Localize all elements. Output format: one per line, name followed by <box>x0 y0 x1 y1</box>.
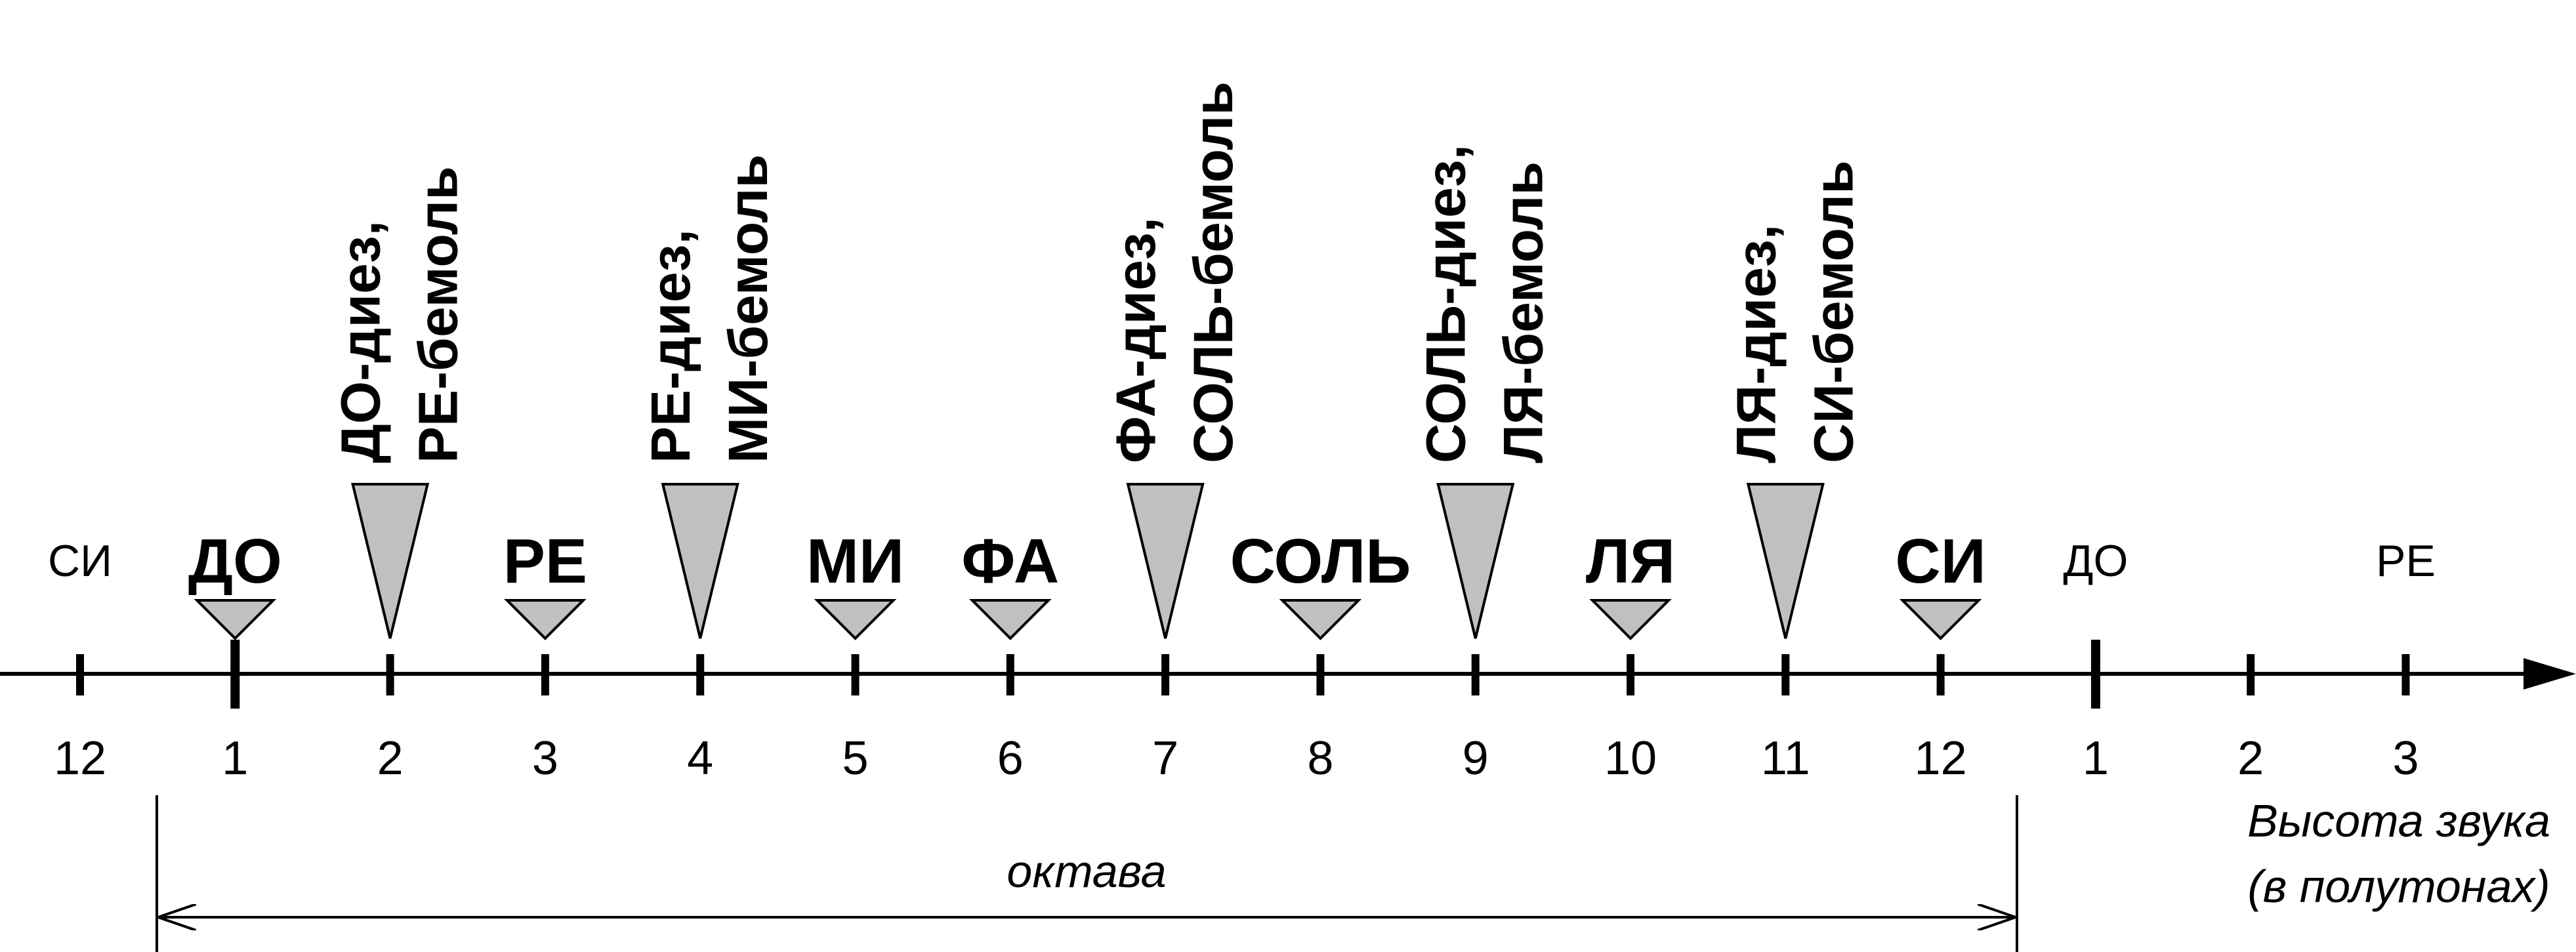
tick-label: 3 <box>2392 732 2419 785</box>
natural-note-label: РЕ <box>503 526 587 596</box>
accidental-label-line1: ЛЯ-диез, <box>1725 224 1787 463</box>
ticks-layer <box>76 640 2410 709</box>
tick-label: 1 <box>222 732 248 785</box>
natural-note-label: СОЛЬ <box>1230 526 1411 596</box>
tick-label: 10 <box>1604 732 1657 785</box>
tick-label: 3 <box>532 732 558 785</box>
natural-note-label: СИ <box>1895 526 1985 596</box>
tick-label: 11 <box>1761 732 1810 785</box>
natural-note-marker <box>1279 599 1362 640</box>
axis-label-line1: Высота звука <box>2247 795 2550 846</box>
natural-note-marker <box>194 599 277 640</box>
accidental-label-line2: ЛЯ-бемоль <box>1493 161 1554 463</box>
accidental-label-line1: ДО-диез, <box>330 220 392 463</box>
octave-label: октава <box>1007 846 1166 897</box>
accidental-note-marker <box>351 483 430 639</box>
accidental-label-line2: МИ-бемоль <box>717 154 779 463</box>
natural-note-marker <box>1589 599 1672 640</box>
markers-layer <box>194 483 1982 640</box>
tick-label: 12 <box>54 732 106 785</box>
natural-note-label: ДО <box>188 526 282 596</box>
labels-layer: 12 1 2 3 4 5 6 7 8 9 10 11 12 1 2 3ДО РЕ МИ ФА СОЛЬ ЛЯ СИДО-д… <box>48 81 2436 785</box>
tick-label: 8 <box>1307 732 1333 785</box>
natural-note-label: ЛЯ <box>1586 526 1675 596</box>
natural-note-label: ФА <box>961 526 1059 596</box>
accidental-label-line2: СОЛЬ-бемоль <box>1182 81 1244 463</box>
axis-label-line2: (в полутонах) <box>2247 861 2550 912</box>
natural-note-marker <box>1899 599 1982 640</box>
tick-label: 4 <box>687 732 713 785</box>
accidental-note-marker <box>661 483 739 639</box>
accidental-label-line2: СИ-бемоль <box>1802 160 1864 463</box>
natural-note-marker <box>814 599 897 640</box>
tick-label: 12 <box>1915 732 1967 785</box>
tick-label: 5 <box>842 732 868 785</box>
outside-note-label: ДО <box>2063 536 2128 586</box>
outside-note-label: СИ <box>48 536 112 586</box>
accidental-note-marker <box>1746 483 1825 639</box>
tick-label: 2 <box>2237 732 2264 785</box>
natural-note-marker <box>968 599 1052 640</box>
accidental-note-marker <box>1436 483 1515 639</box>
natural-note-marker <box>504 599 587 640</box>
natural-note-label: МИ <box>806 526 904 596</box>
tick-label: 7 <box>1152 732 1178 785</box>
accidental-label-line1: РЕ-диез, <box>640 229 701 463</box>
tick-label: 9 <box>1463 732 1489 785</box>
accidental-label-line2: РЕ-бемоль <box>407 166 469 463</box>
tick-label: 2 <box>377 732 404 785</box>
accidental-label-line1: ФА-диез, <box>1105 217 1167 463</box>
pitch-axis-arrowhead <box>2524 658 2576 690</box>
accidental-label-line1: СОЛЬ-диез, <box>1415 144 1477 463</box>
tick-label: 6 <box>997 732 1024 785</box>
tick-label: 1 <box>2083 732 2109 785</box>
outside-note-label: РЕ <box>2376 536 2436 586</box>
accidental-note-marker <box>1126 483 1205 639</box>
